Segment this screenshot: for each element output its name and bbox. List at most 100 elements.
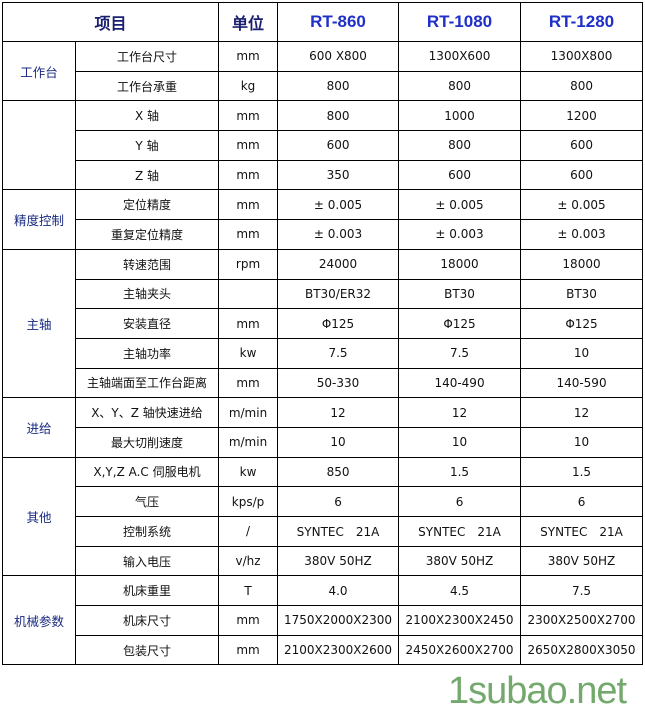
header-model: RT-1280 [520,2,644,42]
unit-cell: v/hz [218,545,279,577]
value-cell: ± 0.005 [398,189,522,221]
value-cell: BT30 [398,278,522,310]
table-row: 主轴端面至工作台距离 mm 50-330 140-490 140-590 [3,367,644,399]
item-cell: 工作台尺寸 [74,41,220,72]
group-label: 精度控制 [2,189,76,250]
value-cell: 24000 [277,248,400,280]
unit-cell: mm [218,367,279,399]
value-cell: 350 [277,159,400,191]
group-label: 进给 [2,397,76,458]
unit-cell: mm [218,130,279,161]
table-row: 进给 X、Y、Z 轴快速进给 m/min 12 12 12 [2,397,644,458]
value-cell: 140-590 [520,367,644,399]
value-cell: 800 [398,70,522,102]
value-cell: 18000 [398,248,522,280]
value-cell: 10 [520,337,644,369]
table-row: 气压 kps/p 6 6 6 [3,486,644,517]
value-cell: 1.5 [520,456,644,488]
group-label: 工作台 [2,40,76,102]
value-cell: 1750X2000X2300 [277,605,400,636]
table-row: 主轴功率 kw 7.5 7.5 10 [3,337,644,369]
value-cell: Φ125 [277,308,400,339]
value-cell: 7.5 [398,337,522,369]
item-cell: 安装直径 [74,308,220,339]
value-cell: 600 X800 [277,41,400,72]
value-cell: 600 [277,130,400,161]
value-cell: 850 [277,456,400,488]
value-cell: 800 [277,70,400,102]
item-cell: 包装尺寸 [74,634,220,666]
value-cell: 6 [398,486,522,517]
item-cell: Z 轴 [74,159,220,191]
value-cell: SYNTEC 21A [398,516,522,547]
item-cell: 气压 [74,486,220,517]
unit-cell [218,278,279,310]
value-cell: 4.5 [398,575,522,607]
value-cell: 600 [520,159,644,191]
item-cell: 主轴夹头 [74,278,220,310]
value-cell: 1.5 [398,456,522,488]
value-cell: Φ125 [398,308,522,339]
header-model: RT-1080 [398,2,522,42]
table-row: 机床尺寸 mm 1750X2000X2300 2100X2300X2450 2300X2… [3,605,644,636]
value-cell: 12 [520,397,644,428]
table-row: 工作台承重 kg 800 800 800 [3,70,644,102]
value-cell: 1300X600 [398,41,522,72]
item-cell: 机床尺寸 [74,605,220,636]
item-cell: 转速范围 [74,248,220,280]
header-unit: 单位 [218,2,279,42]
table-row: 机械参数 机床重里 T 4.0 4.5 7.5 [2,575,644,666]
table-row: 控制系统 / SYNTEC 21A SYNTEC 21A SYNTEC 21A [3,516,644,547]
table-row: 主轴 转速范围 rpm 24000 18000 18000 [2,248,644,399]
item-cell: 工作台承重 [74,70,220,102]
table-row: 工作台 工作台尺寸 mm 600 X800 1300X600 1300X800 [2,40,644,102]
table-row: 安装直径 mm Φ125 Φ125 Φ125 [3,308,644,339]
value-cell: 2650X2800X3050 [520,634,644,666]
unit-cell: mm [218,634,279,666]
value-cell: 2450X2600X2700 [398,634,522,666]
unit-cell: mm [218,219,279,250]
value-cell: 800 [398,130,522,161]
value-cell: 380V 50HZ [277,545,400,577]
item-cell: 最大切削速度 [74,426,220,458]
group-label: 主轴 [2,248,76,399]
table-row: 重复定位精度 mm ± 0.003 ± 0.003 ± 0.003 [3,219,644,250]
unit-cell: kw [218,337,279,369]
item-cell: 定位精度 [74,189,220,221]
unit-cell: mm [218,41,279,72]
spec-table: 项目 单位 RT-860 RT-1080 RT-1280 工作台 工作台尺寸 mm 6… [1,2,644,666]
table-row: 包装尺寸 mm 2100X2300X2600 2450X2600X2700 2650X2… [3,634,644,666]
value-cell: 600 [520,130,644,161]
value-cell: ± 0.003 [398,219,522,250]
value-cell: SYNTEC 21A [277,516,400,547]
value-cell: 10 [398,426,522,458]
unit-cell: mm [218,605,279,636]
header-row: 项目 单位 RT-860 RT-1080 RT-1280 [1,2,644,42]
value-cell: 10 [277,426,400,458]
value-cell: ± 0.005 [277,189,400,221]
item-cell: X 轴 [74,100,220,132]
unit-cell: m/min [218,397,279,428]
value-cell: 380V 50HZ [520,545,644,577]
item-cell: 控制系统 [74,516,220,547]
value-cell: 800 [520,70,644,102]
unit-cell: kps/p [218,486,279,517]
header-model: RT-860 [277,2,400,42]
item-cell: 重复定位精度 [74,219,220,250]
group-label: 机械参数 [2,575,76,666]
item-cell: X、Y、Z 轴快速进给 [74,397,220,428]
header-item: 项目 [1,2,220,42]
item-cell: 机床重里 [74,575,220,607]
value-cell: ± 0.003 [520,219,644,250]
value-cell: BT30 [520,278,644,310]
unit-cell: rpm [218,248,279,280]
table-row: 精度控制 定位精度 mm ± 0.005 ± 0.005 ± 0.005 [2,189,644,250]
value-cell: 2300X2500X2700 [520,605,644,636]
item-cell: 主轴端面至工作台距离 [74,367,220,399]
value-cell: 1300X800 [520,41,644,72]
unit-cell: m/min [218,426,279,458]
value-cell: ± 0.003 [277,219,400,250]
value-cell: 4.0 [277,575,400,607]
item-cell: 输入电压 [74,545,220,577]
value-cell: 12 [398,397,522,428]
